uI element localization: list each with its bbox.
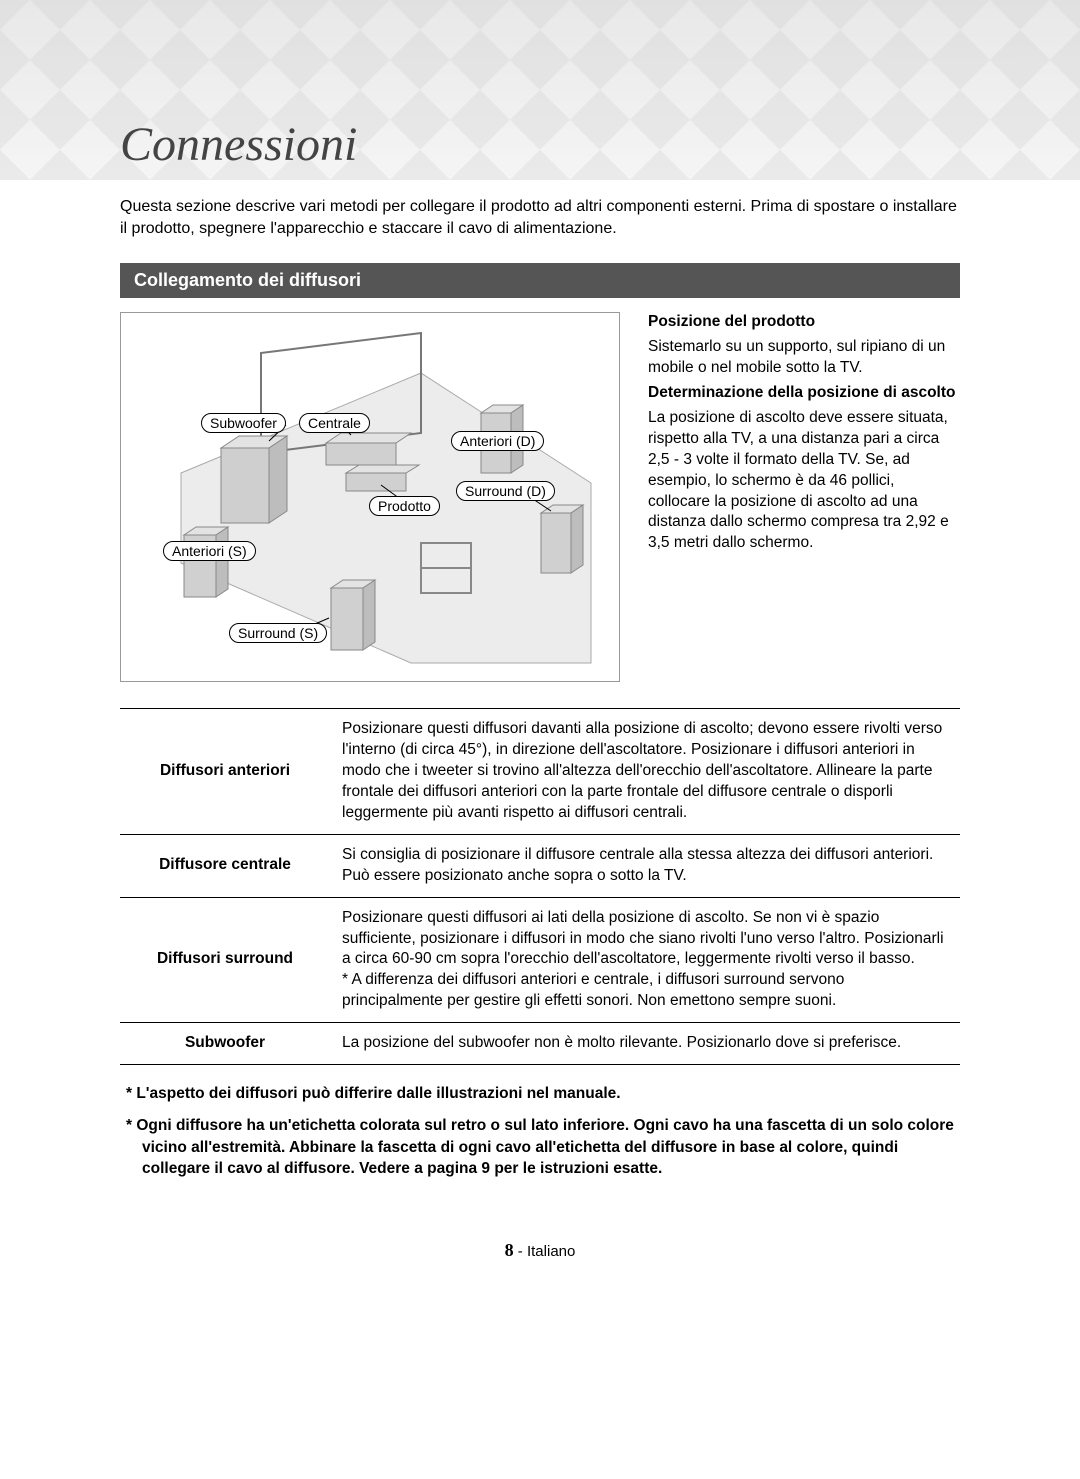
row-label: Diffusori surround	[120, 897, 330, 1023]
note-2: * Ogni diffusore ha un'etichetta colorat…	[120, 1115, 960, 1180]
page-title: Connessioni	[120, 117, 357, 172]
section-heading: Collegamento dei diffusori	[120, 263, 960, 298]
row-label: Subwoofer	[120, 1023, 330, 1065]
row-label: Diffusori anteriori	[120, 709, 330, 835]
side-h1: Posizione del prodotto	[648, 312, 960, 333]
label-prodotto: Prodotto	[369, 496, 440, 516]
page-footer: 8 - Italiano	[120, 1240, 960, 1261]
speaker-table: Diffusori anterioriPosizionare questi di…	[120, 708, 960, 1065]
diagram-row: Subwoofer Centrale Anteriori (D) Surroun…	[120, 312, 960, 682]
page-number: 8	[505, 1240, 514, 1260]
side-p1: Sistemarlo su un supporto, sul ripiano d…	[648, 337, 960, 379]
banner: Connessioni	[0, 0, 1080, 180]
row-text: Posizionare questi diffusori davanti all…	[330, 709, 960, 835]
label-surround-d: Surround (D)	[456, 481, 555, 501]
content: Questa sezione descrive vari metodi per …	[0, 180, 1080, 1321]
label-anteriori-s: Anteriori (S)	[163, 541, 256, 561]
row-text: La posizione del subwoofer non è molto r…	[330, 1023, 960, 1065]
notes: * L'aspetto dei diffusori può differire …	[120, 1083, 960, 1180]
speaker-layout-diagram: Subwoofer Centrale Anteriori (D) Surroun…	[120, 312, 620, 682]
row-text: Si consiglia di posizionare il diffusore…	[330, 834, 960, 897]
label-subwoofer: Subwoofer	[201, 413, 286, 433]
side-p2: La posizione di ascolto deve essere situ…	[648, 408, 960, 554]
row-text: Posizionare questi diffusori ai lati del…	[330, 897, 960, 1023]
intro-text: Questa sezione descrive vari metodi per …	[120, 196, 960, 239]
table-row: Diffusori surroundPosizionare questi dif…	[120, 897, 960, 1023]
label-anteriori-d: Anteriori (D)	[451, 431, 544, 451]
label-centrale: Centrale	[299, 413, 370, 433]
table-row: SubwooferLa posizione del subwoofer non …	[120, 1023, 960, 1065]
row-label: Diffusore centrale	[120, 834, 330, 897]
table-row: Diffusori anterioriPosizionare questi di…	[120, 709, 960, 835]
page-lang: - Italiano	[514, 1243, 576, 1260]
side-h2: Determinazione della posizione di ascolt…	[648, 383, 960, 404]
label-surround-s: Surround (S)	[229, 623, 327, 643]
note-1: * L'aspetto dei diffusori può differire …	[120, 1083, 960, 1105]
table-row: Diffusore centraleSi consiglia di posizi…	[120, 834, 960, 897]
page: Connessioni Questa sezione descrive vari…	[0, 0, 1080, 1321]
side-text: Posizione del prodotto Sistemarlo su un …	[648, 312, 960, 682]
